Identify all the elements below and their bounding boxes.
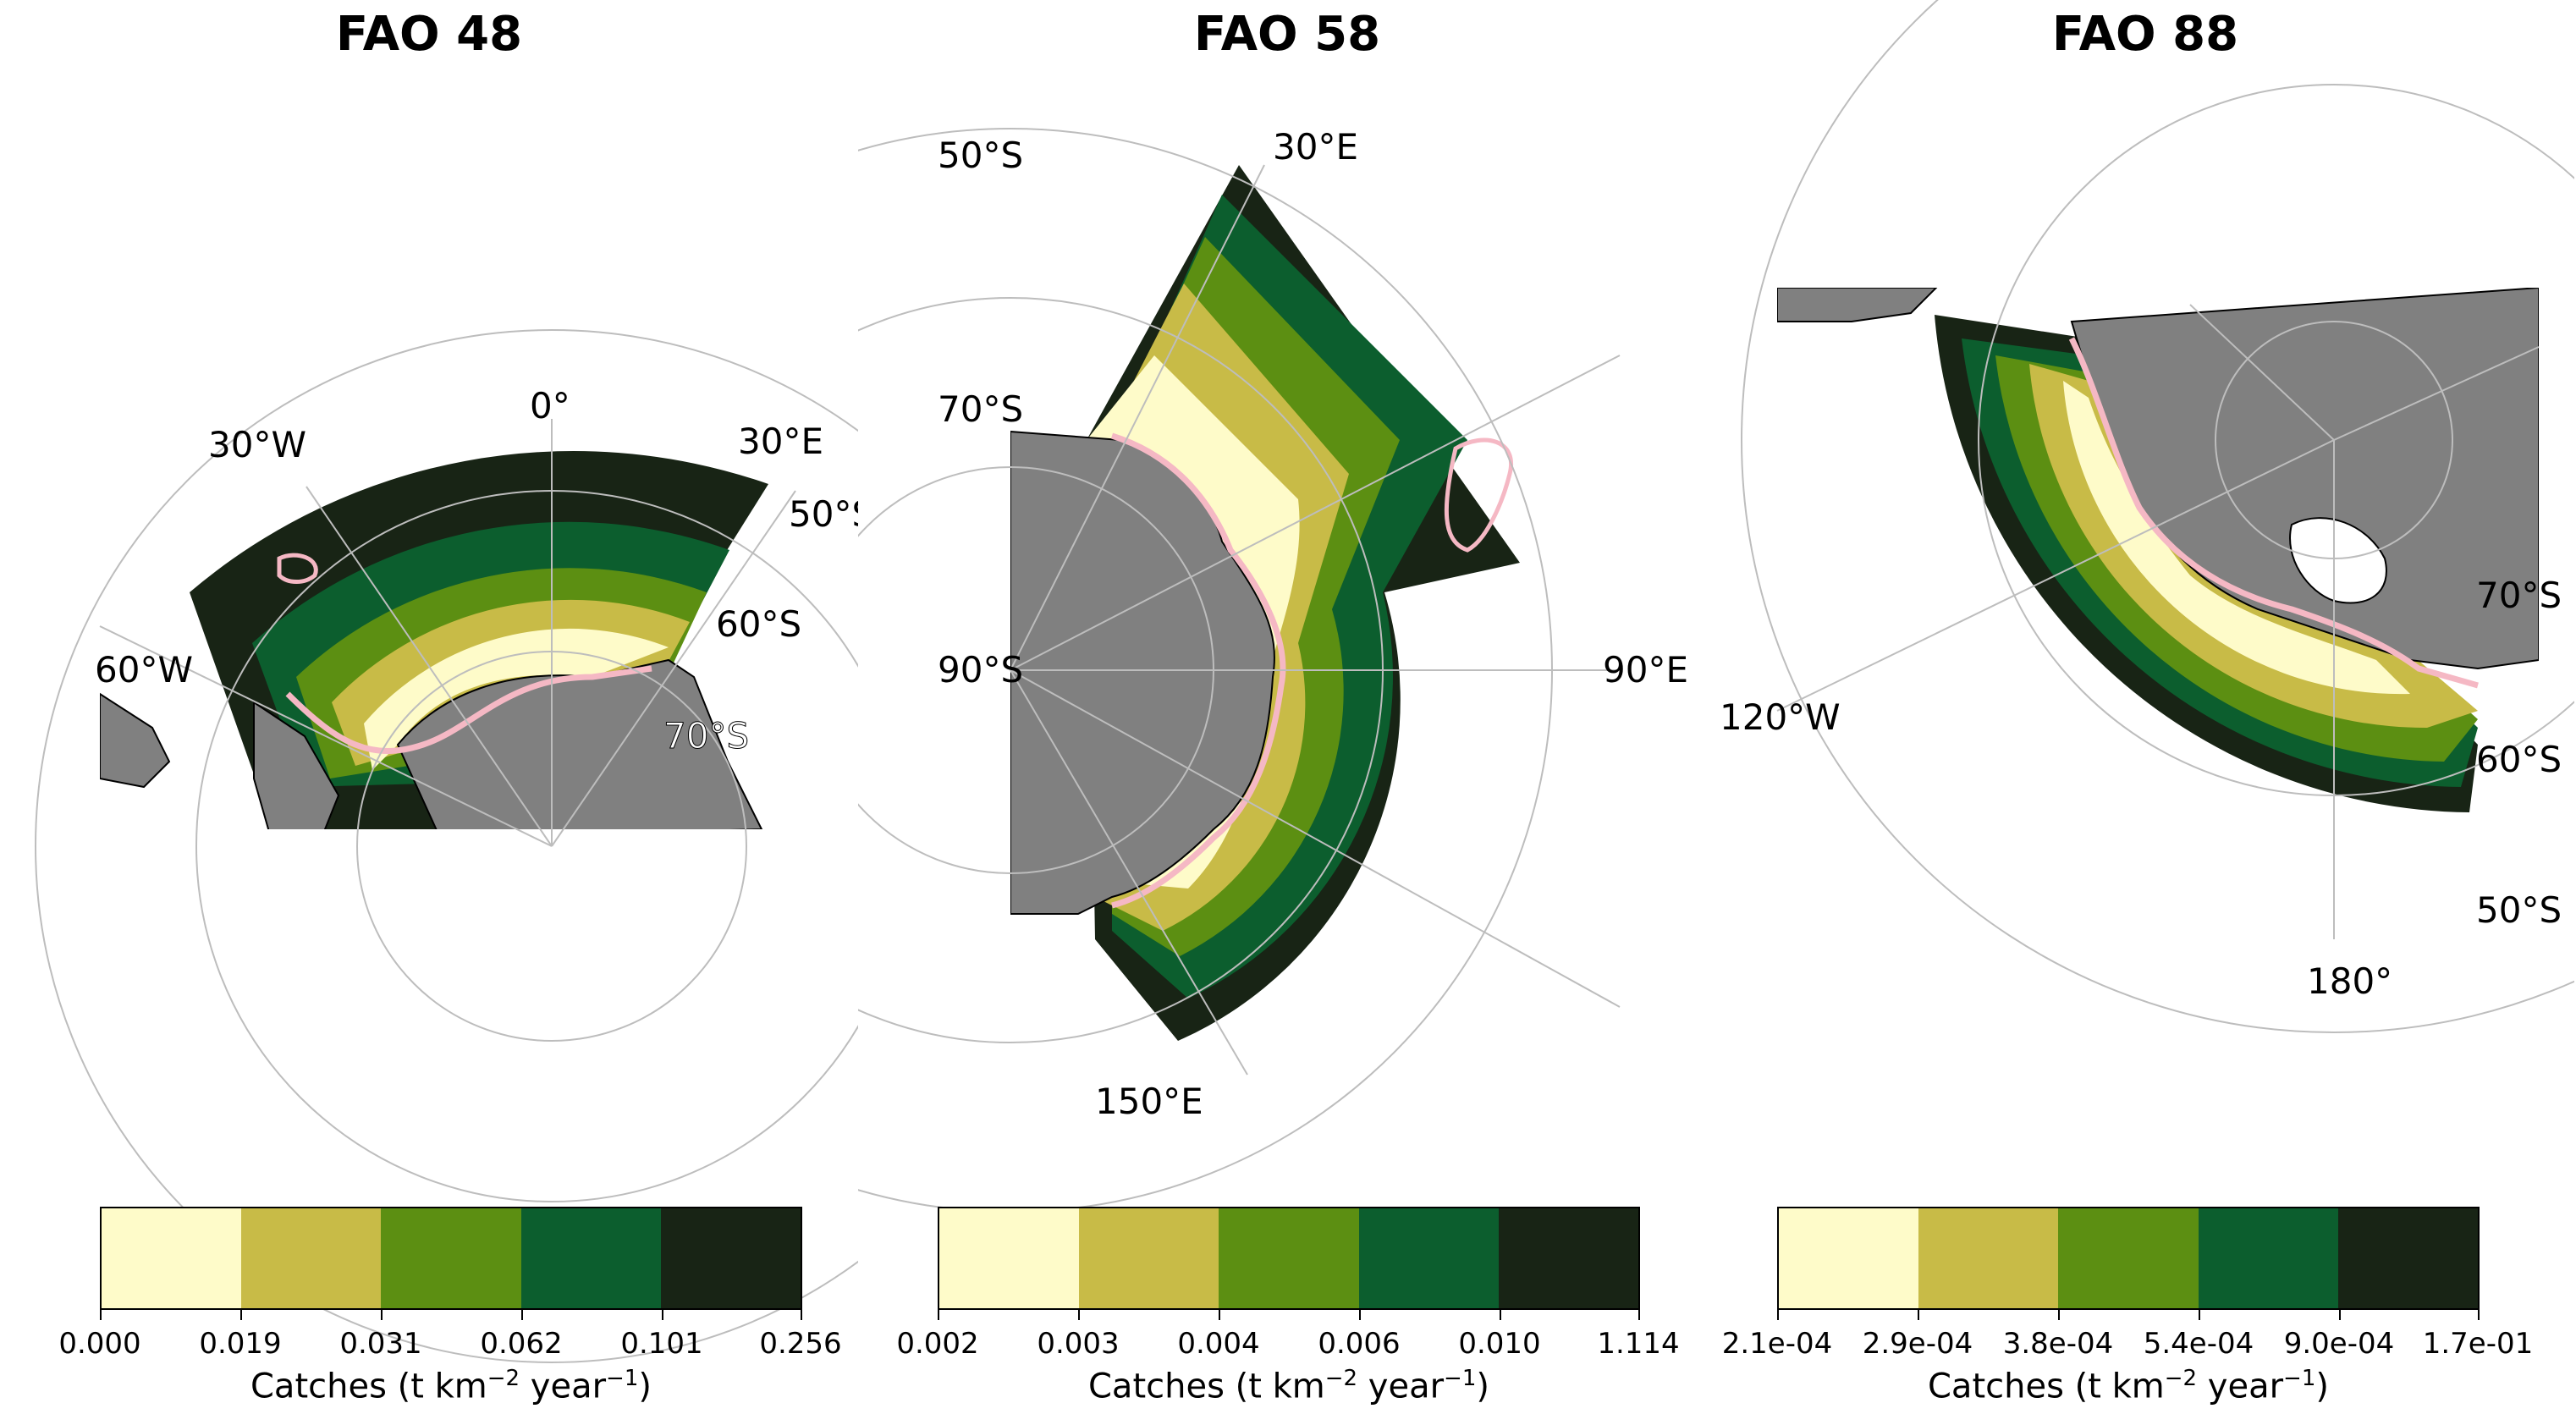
color-bin-3: [2058, 1208, 2199, 1308]
ross-ice-shelf: [2289, 517, 2387, 604]
tick-label: 1.7e-01: [2422, 1327, 2534, 1361]
color-bin-3: [1219, 1208, 1359, 1308]
fao-boundary: [1110, 432, 1286, 909]
colorbar-ticks: 0.002 0.003 0.004 0.006 0.010 1.114: [896, 1310, 1680, 1378]
lon-label-150e: 150°E: [1095, 1081, 1203, 1122]
tick-label: 0.002: [896, 1327, 979, 1361]
tick-label: 0.003: [1037, 1327, 1120, 1361]
colorbar-label: Catches (t km−2 year−1): [1928, 1366, 2329, 1406]
color-bin-1: [1779, 1208, 1919, 1308]
lat-label-50s: 50°S: [2476, 889, 2562, 931]
kerguelen-boundary: [1444, 437, 1513, 553]
lat-label-90s: 90°S: [938, 649, 1023, 690]
lat-label-70s: 70°S: [663, 715, 749, 757]
lon-label-90e: 90°E: [1603, 649, 1688, 690]
catch-band-1: [364, 628, 669, 770]
panel-fao-58: FAO 58 30°E 90°E 150°E 50: [858, 0, 1716, 1425]
lon-label-30e: 30°E: [738, 421, 823, 462]
panel-title: FAO 58: [1193, 7, 1381, 62]
tick-label: 2.9e-04: [1862, 1327, 1973, 1361]
tick-label: 0.004: [1177, 1327, 1260, 1361]
island-boundary: [277, 553, 318, 584]
panel-fao-48: FAO 48: [0, 0, 858, 1425]
lon-label-0: 0°: [530, 385, 570, 426]
color-bin-2: [1079, 1208, 1219, 1308]
colorbar: [938, 1207, 1640, 1310]
colorbar: [100, 1207, 802, 1310]
map-fao-48: 0° 30°W 30°E 60°W 50°S 60°S 70°S: [35, 329, 858, 1363]
color-bin-5: [660, 1208, 801, 1308]
lat-label-70s: 70°S: [938, 388, 1023, 430]
colorbar-label: Catches (t km−2 year−1): [250, 1366, 652, 1406]
peninsula-land: [253, 701, 340, 829]
lon-label-30w: 30°W: [208, 424, 306, 465]
lat-label-60s: 60°S: [2476, 739, 2562, 780]
color-bin-2: [241, 1208, 382, 1308]
fao-boundary: [2068, 337, 2479, 689]
tick-label: 0.000: [58, 1327, 141, 1361]
tick-label: 2.1e-04: [1721, 1327, 1833, 1361]
fao-boundary: [285, 665, 652, 754]
lat-label-60s: 60°S: [716, 603, 801, 645]
tick-label: 1.114: [1597, 1327, 1680, 1361]
panel-title: FAO 88: [2051, 7, 2239, 62]
tick-label: 0.010: [1458, 1327, 1541, 1361]
color-bin-4: [2198, 1208, 2338, 1308]
tick-label: 5.4e-04: [2143, 1327, 2254, 1361]
other-land: [1777, 288, 1938, 322]
colorbar: [1777, 1207, 2480, 1310]
panel-fao-88: FAO 88 120°W 180° 70°S 60: [1716, 0, 2574, 1425]
tick-label: 0.062: [480, 1327, 563, 1361]
panel-title: FAO 48: [335, 7, 523, 62]
antarctica-land: [396, 658, 763, 829]
lat-label-70s: 70°S: [2476, 575, 2562, 616]
lon-label-120w: 120°W: [1720, 696, 1841, 738]
tick-label: 0.101: [620, 1327, 703, 1361]
lon-label-30e: 30°E: [1273, 126, 1358, 168]
map-fao-58: 30°E 90°E 150°E 50°S 70°S 90°S: [858, 126, 1688, 1213]
colorbar-label: Catches (t km−2 year−1): [1088, 1366, 1489, 1406]
tick-label: 0.006: [1318, 1327, 1401, 1361]
tick-label: 9.0e-04: [2283, 1327, 2395, 1361]
color-bin-5: [1498, 1208, 1639, 1308]
tick-label: 0.031: [339, 1327, 422, 1361]
color-bin-5: [2337, 1208, 2479, 1308]
south-america-land: [100, 692, 171, 789]
colorbar-ticks: 2.1e-04 2.9e-04 3.8e-04 5.4e-04 9.0e-04 …: [1722, 1310, 2533, 1378]
lon-label-60w: 60°W: [95, 649, 193, 690]
color-bin-2: [1918, 1208, 2059, 1308]
lat-label-50s: 50°S: [789, 493, 858, 535]
color-bin-1: [939, 1208, 1080, 1308]
colorbar-ticks: 0.000 0.019 0.031 0.062 0.101 0.256: [58, 1310, 842, 1378]
lon-label-180: 180°: [2307, 960, 2392, 1002]
tick-label: 0.256: [759, 1327, 842, 1361]
color-bin-4: [1358, 1208, 1499, 1308]
graticule: [1741, 0, 2574, 1033]
color-bin-3: [381, 1208, 521, 1308]
tick-label: 3.8e-04: [2002, 1327, 2114, 1361]
graticule: [35, 329, 858, 1363]
lat-label-50s: 50°S: [938, 135, 1023, 176]
color-bin-1: [102, 1208, 242, 1308]
tick-label: 0.019: [199, 1327, 282, 1361]
map-fao-88: 120°W 180° 70°S 60°S 50°S: [1720, 0, 2574, 1033]
color-bin-4: [520, 1208, 661, 1308]
